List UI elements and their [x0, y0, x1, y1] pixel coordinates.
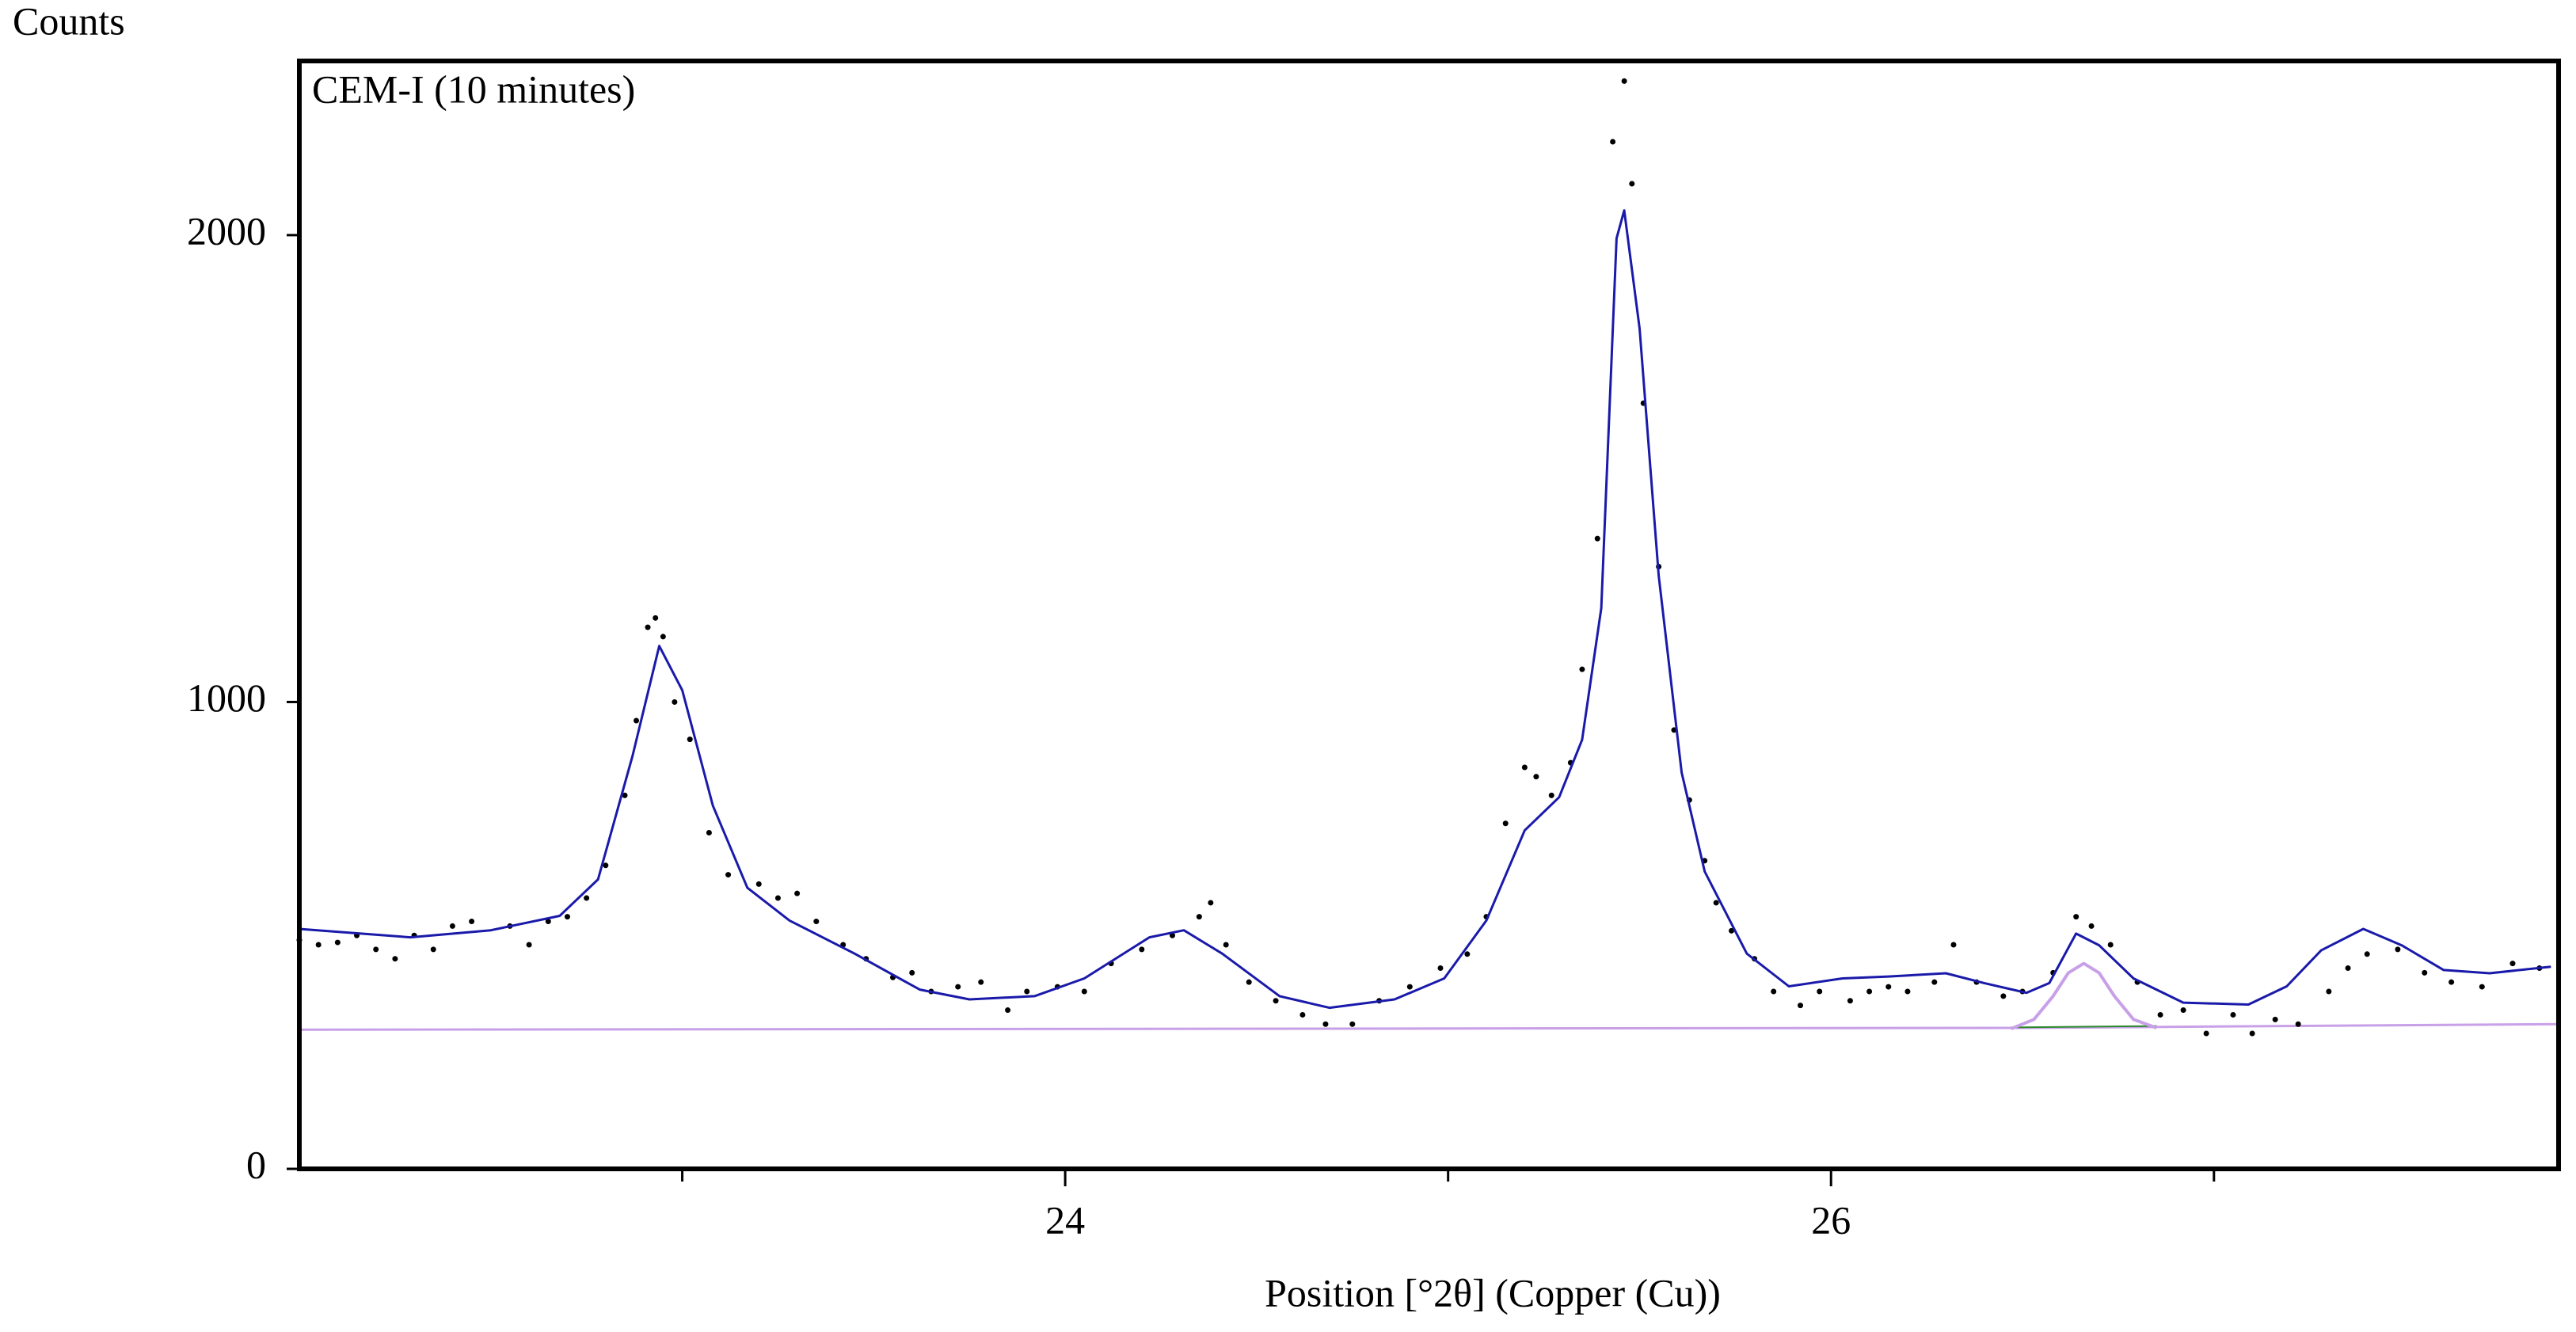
data-point: [1798, 1003, 1804, 1009]
data-point: [1729, 927, 1735, 934]
data-point: [1299, 1011, 1306, 1018]
data-point: [2272, 1016, 2278, 1022]
data-point: [1847, 998, 1853, 1004]
x-axis-label: Position [°2θ] (Copper (Cu)): [1265, 1270, 1721, 1315]
data-point: [603, 862, 609, 869]
data-point: [2479, 984, 2485, 990]
plot-frame: [297, 59, 2561, 1171]
data-point: [1246, 979, 1252, 985]
data-point: [2422, 969, 2428, 976]
data-point: [1713, 900, 1719, 906]
y-tick-label: 0: [246, 1142, 266, 1186]
data-point: [469, 919, 475, 925]
data-point: [1629, 181, 1635, 187]
data-point: [2395, 946, 2401, 953]
data-point: [1904, 988, 1911, 995]
data-point: [2449, 979, 2455, 985]
data-point: [687, 736, 693, 743]
data-point: [1594, 535, 1600, 542]
data-point: [634, 717, 640, 724]
data-point: [2203, 1030, 2209, 1037]
data-point: [955, 984, 961, 990]
y-tick-label: 1000: [187, 676, 266, 720]
data-point: [584, 895, 590, 901]
data-point: [2326, 988, 2332, 995]
data-point: [725, 872, 732, 878]
data-point: [2000, 993, 2007, 999]
data-point: [2088, 923, 2095, 929]
data-point: [813, 919, 820, 925]
data-point: [1208, 900, 1214, 906]
data-point: [794, 890, 801, 896]
data-point: [1349, 1021, 1356, 1027]
data-point: [653, 615, 659, 621]
data-point: [1223, 942, 1229, 948]
data-point: [1866, 988, 1873, 995]
data-point: [1464, 951, 1471, 957]
data-point: [1621, 78, 1627, 84]
data-point: [2230, 1011, 2236, 1018]
data-point: [1521, 764, 1528, 771]
data-point: [1024, 988, 1030, 995]
y-axis-label: Counts: [13, 0, 125, 43]
data-point: [1139, 946, 1145, 953]
data-point: [1502, 820, 1509, 827]
data-point: [1771, 988, 1777, 995]
series-line: [2011, 1025, 2157, 1029]
y-tick-label: 2000: [187, 208, 266, 253]
data-point: [1081, 988, 1087, 995]
data-point: [2509, 961, 2516, 967]
data-point: [774, 895, 781, 901]
data-point: [1931, 979, 1938, 985]
data-point: [449, 923, 455, 929]
data-point: [1406, 984, 1413, 990]
data-point: [2249, 1030, 2255, 1037]
chart-title: CEM-I (10 minutes): [312, 67, 635, 111]
data-point: [1437, 965, 1444, 971]
data-point: [2180, 1007, 2186, 1014]
data-point: [672, 698, 678, 705]
data-point: [755, 881, 762, 887]
data-point: [1273, 998, 1279, 1004]
x-tick-label: 24: [1045, 1197, 1085, 1242]
data-point: [2157, 1011, 2163, 1018]
data-point: [2295, 1021, 2301, 1027]
data-point: [1533, 774, 1539, 780]
data-point: [334, 939, 341, 946]
data-point: [1579, 666, 1585, 672]
data-point: [2345, 965, 2351, 971]
data-point: [1817, 988, 1823, 995]
data-point: [622, 792, 628, 798]
data-point: [1322, 1021, 1329, 1027]
data-point: [315, 942, 322, 948]
data-point: [392, 956, 398, 962]
series-line: [299, 1022, 2559, 1031]
data-point: [909, 969, 915, 976]
data-point: [1196, 914, 1202, 920]
data-point: [1005, 1007, 1011, 1014]
data-point: [1610, 139, 1616, 145]
data-point: [706, 830, 712, 836]
data-point: [1885, 984, 1892, 990]
data-point: [545, 919, 551, 925]
data-point: [526, 942, 532, 948]
data-point: [430, 946, 436, 953]
data-point: [660, 634, 666, 640]
data-point: [2107, 942, 2114, 948]
data-point: [2073, 914, 2079, 920]
data-point: [373, 946, 379, 953]
x-tick-label: 26: [1811, 1197, 1851, 1242]
data-point: [1548, 792, 1554, 798]
data-point: [1950, 942, 1957, 948]
series-line: [2010, 961, 2157, 1030]
data-point: [2364, 951, 2370, 957]
data-point: [645, 624, 651, 630]
series-line: [299, 209, 2551, 1010]
data-point: [564, 914, 570, 920]
data-point: [978, 979, 984, 985]
